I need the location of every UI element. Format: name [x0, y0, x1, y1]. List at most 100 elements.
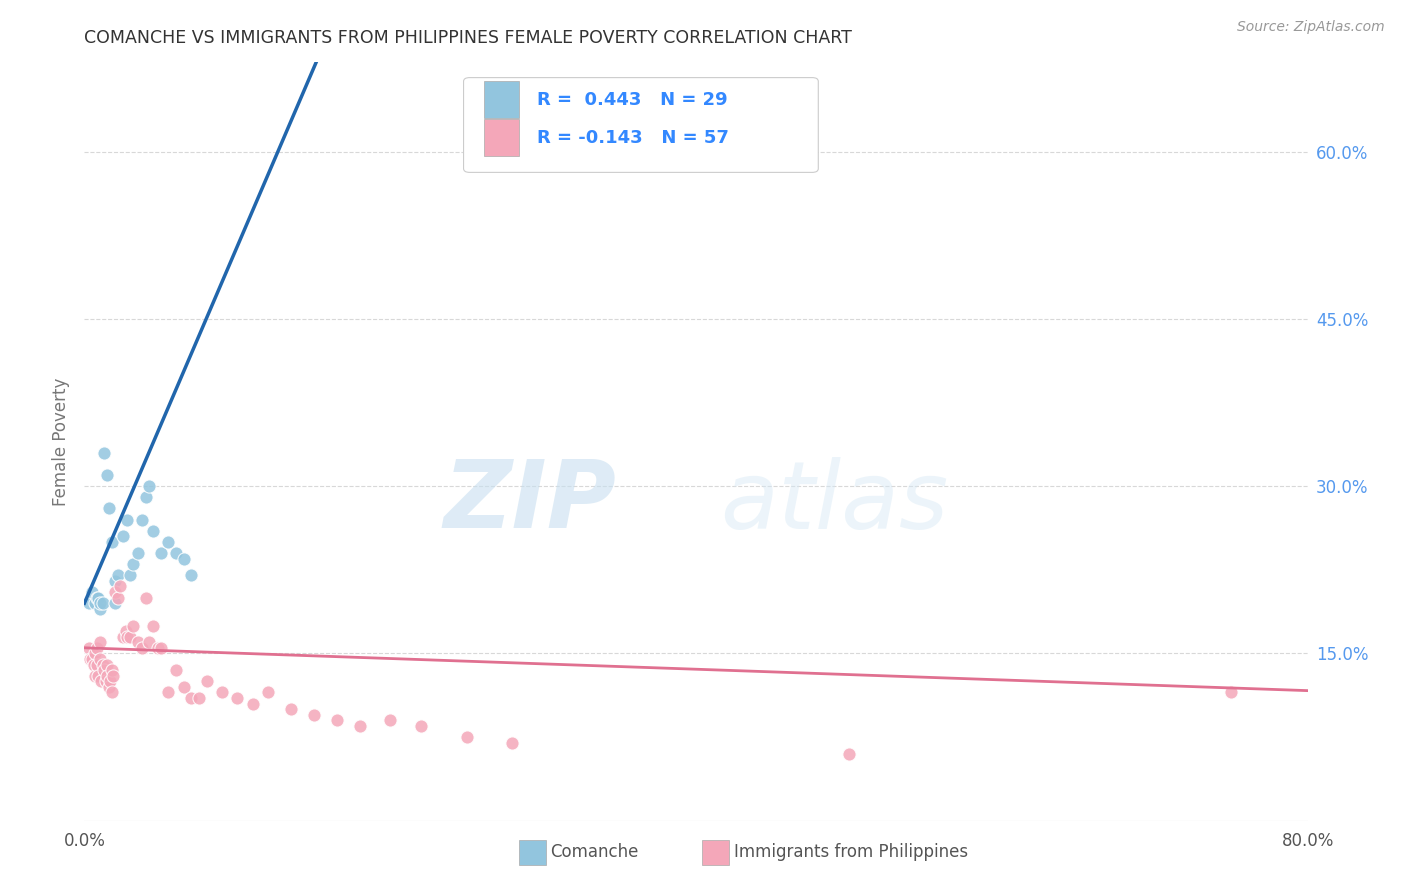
Point — [86, 591, 108, 605]
Y-axis label: Female Poverty: Female Poverty — [52, 377, 70, 506]
Point — [90, 674, 112, 689]
FancyBboxPatch shape — [464, 78, 818, 172]
Point — [84, 669, 107, 683]
Point — [104, 574, 127, 588]
Text: R =  0.443   N = 29: R = 0.443 N = 29 — [537, 91, 727, 109]
Point — [135, 491, 157, 505]
Point — [149, 640, 172, 655]
Point — [142, 618, 165, 632]
Point — [104, 585, 127, 599]
FancyBboxPatch shape — [519, 840, 546, 864]
Point — [115, 630, 138, 644]
Point — [79, 652, 101, 666]
Point — [97, 501, 120, 516]
Point — [456, 730, 478, 744]
Point — [101, 663, 124, 677]
Point — [838, 747, 860, 761]
Point — [380, 714, 402, 728]
Point — [89, 602, 111, 616]
Point — [96, 468, 118, 483]
Point — [157, 535, 180, 549]
Point — [96, 669, 118, 683]
FancyBboxPatch shape — [484, 120, 519, 156]
Point — [101, 535, 124, 549]
Point — [89, 635, 111, 649]
Point — [173, 680, 195, 694]
Point — [83, 657, 105, 672]
Point — [87, 591, 110, 605]
Point — [211, 685, 233, 699]
Point — [302, 707, 325, 722]
Point — [89, 652, 111, 666]
Point — [173, 551, 195, 566]
FancyBboxPatch shape — [702, 840, 728, 864]
Point — [104, 596, 127, 610]
FancyBboxPatch shape — [484, 81, 519, 118]
Point — [103, 669, 125, 683]
Point — [127, 546, 149, 560]
Point — [257, 685, 280, 699]
Point — [97, 680, 120, 694]
Point — [86, 640, 108, 655]
Point — [84, 646, 107, 660]
Point — [142, 524, 165, 538]
Point — [101, 685, 124, 699]
Point — [120, 568, 142, 582]
Text: ZIP: ZIP — [443, 456, 616, 549]
Point — [165, 546, 187, 560]
Point — [111, 630, 134, 644]
Point — [80, 652, 103, 666]
Point — [87, 669, 110, 683]
Point — [80, 585, 103, 599]
Point — [107, 568, 129, 582]
Text: Source: ZipAtlas.com: Source: ZipAtlas.com — [1237, 20, 1385, 34]
Point — [149, 546, 172, 560]
Point — [180, 690, 202, 705]
Text: Comanche: Comanche — [550, 844, 638, 862]
Point — [120, 630, 142, 644]
Point — [502, 735, 524, 749]
Point — [165, 663, 187, 677]
Point — [195, 674, 218, 689]
Point — [114, 624, 136, 639]
Point — [242, 697, 264, 711]
Text: COMANCHE VS IMMIGRANTS FROM PHILIPPINES FEMALE POVERTY CORRELATION CHART: COMANCHE VS IMMIGRANTS FROM PHILIPPINES … — [84, 29, 852, 47]
Point — [93, 446, 115, 460]
Point — [91, 596, 114, 610]
Text: Immigrants from Philippines: Immigrants from Philippines — [734, 844, 967, 862]
Point — [77, 640, 100, 655]
Point — [157, 685, 180, 699]
Point — [115, 512, 138, 526]
Point — [98, 674, 121, 689]
Point — [93, 663, 115, 677]
Point — [86, 657, 108, 672]
Point — [349, 719, 371, 733]
Text: atlas: atlas — [720, 457, 949, 548]
Point — [280, 702, 302, 716]
Point — [138, 479, 160, 493]
Point — [89, 596, 111, 610]
Point — [108, 580, 131, 594]
Point — [409, 719, 432, 733]
Point — [188, 690, 211, 705]
Point — [146, 640, 169, 655]
Point — [94, 674, 117, 689]
Point — [180, 568, 202, 582]
Point — [325, 714, 347, 728]
Point — [96, 657, 118, 672]
Point — [1220, 685, 1243, 699]
Point — [122, 557, 145, 572]
Point — [111, 529, 134, 543]
Point — [135, 591, 157, 605]
Point — [91, 657, 114, 672]
Point — [122, 618, 145, 632]
Point — [138, 635, 160, 649]
Text: R = -0.143   N = 57: R = -0.143 N = 57 — [537, 128, 728, 146]
Point — [127, 635, 149, 649]
Point — [226, 690, 249, 705]
Point — [131, 640, 153, 655]
Point — [131, 512, 153, 526]
Point — [84, 596, 107, 610]
Point — [107, 591, 129, 605]
Point — [77, 596, 100, 610]
